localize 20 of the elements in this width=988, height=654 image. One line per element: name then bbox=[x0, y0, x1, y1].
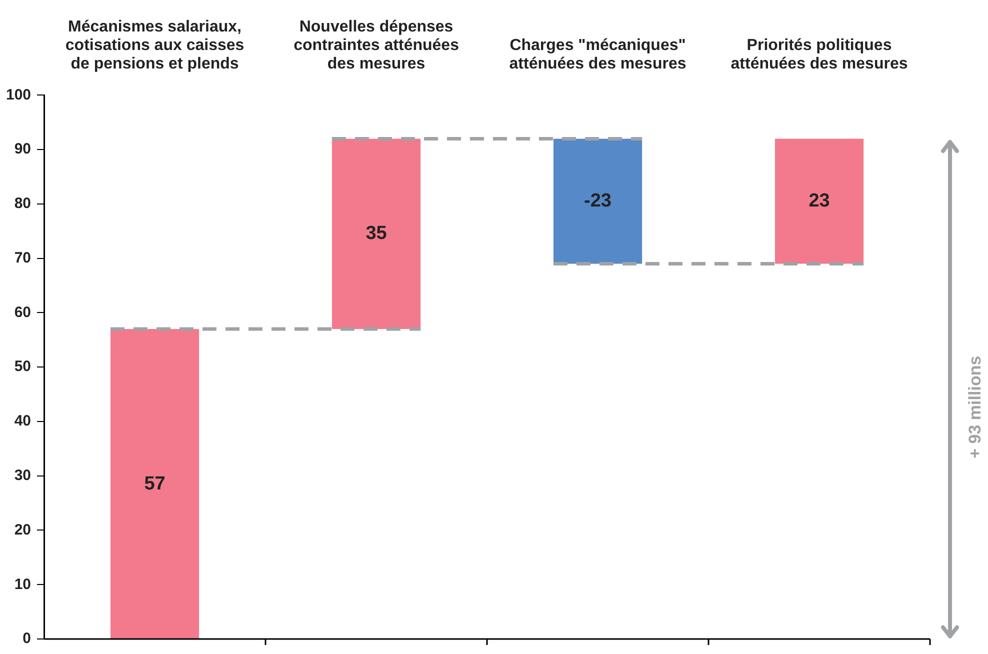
x-tick-label: Priorités politiques atténuées des mesures bbox=[730, 37, 908, 72]
y-tick-label: 70 bbox=[14, 249, 32, 266]
y-tick-label: 100 bbox=[6, 86, 32, 104]
y-tick-label: 20 bbox=[14, 521, 32, 538]
y-tick-label: 50 bbox=[14, 358, 32, 376]
data-label: 35 bbox=[366, 223, 388, 244]
y-tick-label: 40 bbox=[14, 412, 32, 430]
text: + 93 millions bbox=[966, 356, 985, 458]
x-tick-label: Charges "mécaniques" atténuées des mesures bbox=[509, 37, 686, 72]
data-label: 57 bbox=[144, 473, 166, 494]
y-tick-label: 10 bbox=[14, 576, 32, 593]
x-tick-label: Nouvelles dépenses contraintes atténuées des mesures bbox=[294, 18, 460, 72]
y-tick-label: 90 bbox=[14, 140, 32, 158]
y-tick-label: 60 bbox=[14, 304, 32, 321]
y-tick-label: 80 bbox=[14, 195, 32, 212]
data-label: -23 bbox=[584, 190, 612, 212]
y-tick-label: 0 bbox=[22, 630, 32, 648]
x-tick-label: Mécanismes salariaux, cotisations aux caisses de pensions et plends bbox=[65, 18, 244, 72]
data-label: 23 bbox=[808, 190, 830, 212]
y-tick-label: 30 bbox=[14, 467, 32, 484]
